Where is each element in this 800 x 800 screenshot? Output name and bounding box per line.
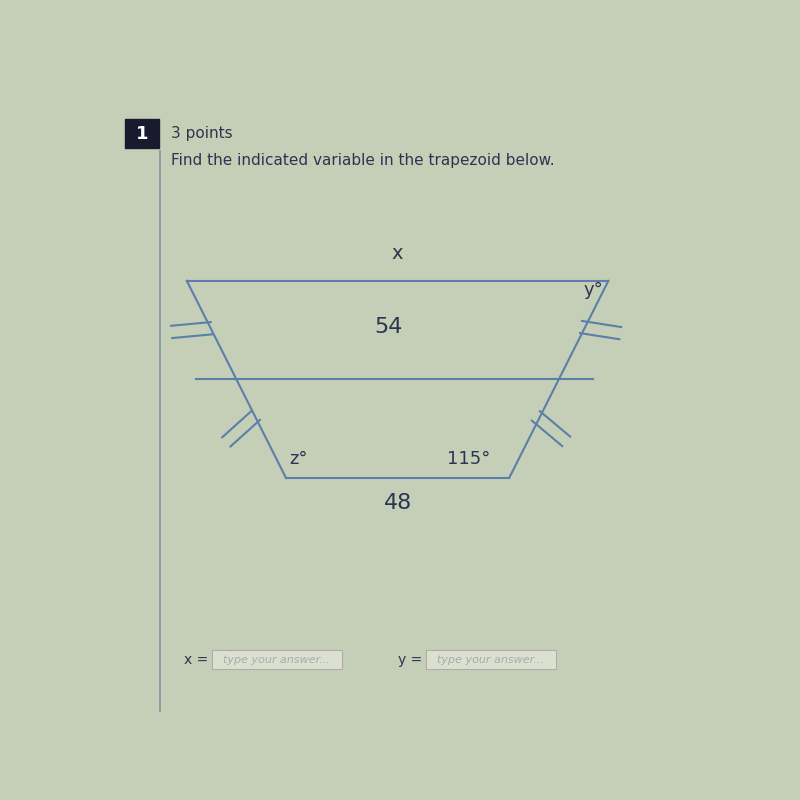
Text: y°: y° [583,281,602,299]
Text: 115°: 115° [447,450,490,469]
Text: 54: 54 [374,317,402,337]
Text: x =: x = [184,653,209,666]
Text: 3 points: 3 points [171,126,233,141]
FancyBboxPatch shape [125,118,159,148]
Text: z°: z° [289,450,308,469]
Text: Find the indicated variable in the trapezoid below.: Find the indicated variable in the trape… [171,153,555,168]
Text: type your answer...: type your answer... [223,654,330,665]
Text: 48: 48 [383,493,412,513]
FancyBboxPatch shape [426,650,556,670]
Text: y =: y = [398,653,422,666]
Text: type your answer...: type your answer... [438,654,544,665]
Text: x: x [392,243,403,262]
FancyBboxPatch shape [211,650,342,670]
Text: 1: 1 [135,125,148,142]
